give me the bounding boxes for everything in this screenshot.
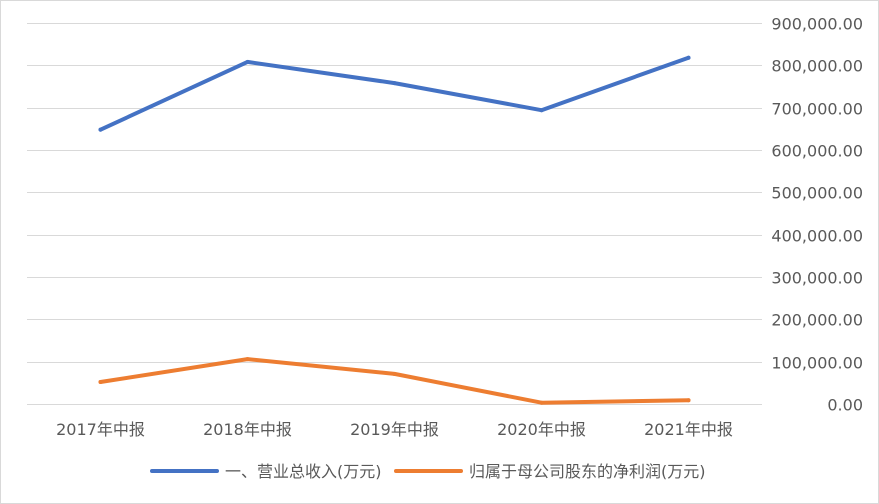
y-tick-label: 200,000.00	[771, 311, 863, 330]
legend: 一、营业总收入(万元) 归属于母公司股东的净利润(万元)	[150, 462, 706, 481]
y-tick-label: 400,000.00	[771, 227, 863, 246]
data-point	[686, 398, 691, 403]
legend-label: 一、营业总收入(万元)	[225, 462, 382, 481]
data-point	[539, 108, 544, 113]
data-point	[539, 400, 544, 405]
x-tick-label: 2019年中报	[350, 420, 439, 439]
y-tick-label: 600,000.00	[771, 142, 863, 161]
data-point	[686, 55, 691, 60]
x-tick-label: 2020年中报	[497, 420, 586, 439]
series-lines	[98, 55, 691, 405]
y-tick-label: 800,000.00	[771, 57, 863, 76]
legend-label: 归属于母公司股东的净利润(万元)	[469, 462, 706, 481]
data-point	[392, 371, 397, 376]
x-tick-label: 2017年中报	[56, 420, 145, 439]
y-tick-label: 0.00	[827, 396, 863, 415]
data-point	[245, 357, 250, 362]
y-axis-tick-labels: 0.00 100,000.00 200,000.00 300,000.00 400,00…	[771, 15, 863, 415]
y-tick-label: 100,000.00	[771, 354, 863, 373]
y-tick-label: 700,000.00	[771, 100, 863, 119]
data-point	[245, 59, 250, 64]
series-line-1	[98, 55, 691, 132]
x-tick-label: 2021年中报	[644, 420, 733, 439]
x-axis-tick-labels: 2017年中报 2018年中报 2019年中报 2020年中报 2021年中报	[56, 420, 733, 439]
y-tick-label: 900,000.00	[771, 15, 863, 34]
gridlines	[27, 23, 762, 405]
series-line-2	[98, 357, 691, 405]
data-point	[98, 379, 103, 384]
y-tick-label: 500,000.00	[771, 184, 863, 203]
y-tick-label: 300,000.00	[771, 269, 863, 288]
x-tick-label: 2018年中报	[203, 420, 292, 439]
data-point	[98, 127, 103, 132]
data-point	[392, 81, 397, 86]
